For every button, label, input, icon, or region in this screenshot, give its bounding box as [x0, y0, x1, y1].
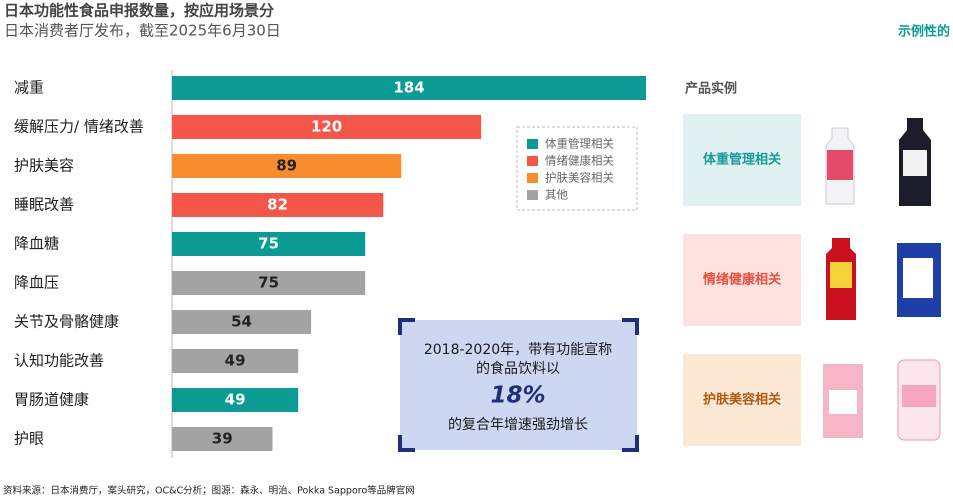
bar	[172, 427, 273, 451]
legend-label: 情绪健康相关	[545, 154, 614, 168]
value-label: 75	[258, 274, 279, 292]
value-label: 82	[267, 196, 288, 214]
legend-label: 护肤美容相关	[545, 171, 614, 185]
category-label: 降血糖	[14, 235, 59, 253]
legend-swatch	[527, 156, 538, 166]
tag: 示例性的	[898, 24, 950, 40]
callout-highlight: 18%	[490, 383, 545, 409]
callout-corners	[398, 318, 639, 452]
panel-bg	[683, 114, 801, 206]
value-label: 120	[311, 118, 342, 136]
category-label: 缓解压力/ 情绪改善	[14, 118, 144, 136]
legend-label: 其他	[545, 188, 568, 202]
product-images	[823, 118, 941, 441]
panel-label: 护肤美容相关	[703, 392, 781, 408]
value-label: 49	[225, 352, 246, 370]
value-label: 89	[276, 157, 297, 175]
panel-bg	[683, 354, 801, 446]
panel-label: 体重管理相关	[703, 152, 781, 168]
bar	[172, 388, 299, 412]
legend-swatch	[527, 139, 538, 149]
value-label: 39	[212, 430, 233, 448]
category-label: 降血压	[14, 274, 59, 292]
panel-label: 情绪健康相关	[703, 272, 781, 288]
panel-bg	[683, 234, 801, 326]
chart-title: 日本功能性食品申报数量，按应用场景分	[4, 2, 274, 20]
bar	[172, 154, 402, 178]
legend-swatch	[527, 190, 538, 200]
value-label: 184	[393, 79, 424, 97]
legend-box	[516, 126, 638, 211]
source-note: 资料来源：日本消费厅，案头研究，OC&C分析；图源：森永、明治、Pokka Sa…	[3, 485, 415, 497]
category-label: 关节及骨骼健康	[14, 313, 119, 331]
bar	[172, 310, 312, 334]
bar	[172, 271, 366, 295]
legend-label: 体重管理相关	[545, 137, 614, 151]
bar	[172, 193, 384, 217]
category-label: 减重	[14, 79, 44, 97]
category-label: 认知功能改善	[14, 352, 104, 370]
callout-line: 的食品饮料以	[476, 360, 560, 377]
bar	[172, 115, 482, 139]
bar	[172, 349, 299, 373]
chart-subtitle: 日本消费者厅发布，截至2025年6月30日	[4, 22, 281, 40]
callout-line: 的复合年增速强劲增长	[448, 416, 588, 433]
legend-swatch	[527, 173, 538, 183]
category-label: 护肤美容	[14, 157, 74, 175]
bar	[172, 232, 366, 256]
value-label: 75	[258, 235, 279, 253]
bar	[172, 76, 646, 100]
category-label: 胃肠道健康	[14, 391, 89, 409]
callout-box	[400, 320, 637, 450]
category-label: 护眼	[14, 430, 44, 448]
value-label: 54	[231, 313, 252, 331]
category-label: 睡眠改善	[14, 196, 74, 214]
callout-line: 2018-2020年，带有功能宣称	[424, 342, 612, 358]
examples-title: 产品实例	[685, 81, 737, 97]
value-label: 49	[225, 391, 246, 409]
